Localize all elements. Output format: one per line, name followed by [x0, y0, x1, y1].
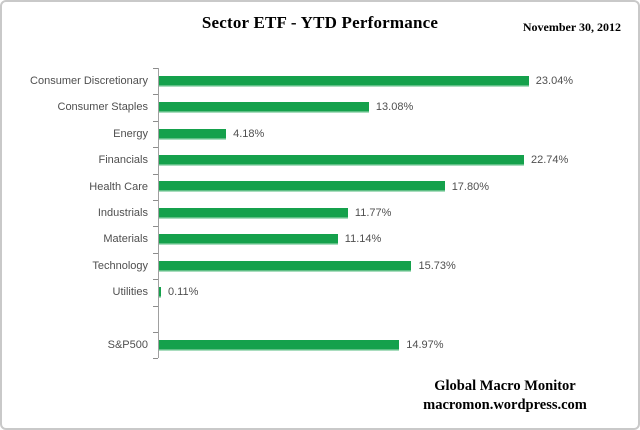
bar — [159, 128, 227, 140]
bar — [159, 75, 529, 87]
category-label: Consumer Staples — [57, 101, 149, 114]
axis-tick — [153, 94, 158, 96]
bar — [159, 181, 445, 193]
axis-tick — [153, 332, 158, 333]
value-label: 23.04% — [535, 75, 574, 87]
chart-title: Sector ETF - YTD Performance — [201, 13, 439, 32]
bar — [159, 234, 338, 246]
category-label: S&P500 — [107, 339, 148, 351]
value-label: 11.77% — [354, 207, 392, 219]
axis-tick — [153, 68, 158, 69]
bar — [159, 286, 161, 298]
axis-tick — [153, 200, 158, 201]
axis-tick — [153, 147, 158, 149]
footer-site-name: Global Macro Monitor — [434, 378, 576, 394]
bar — [159, 102, 369, 114]
axis-tick — [153, 358, 158, 360]
category-label: Consumer Discretionary — [30, 75, 148, 87]
category-label: Materials — [103, 233, 148, 246]
value-label: 14.97% — [406, 339, 444, 351]
footer-site-url: macromon.wordpress.com — [423, 397, 587, 413]
y-axis-line — [158, 68, 159, 359]
bar-chart: Consumer Discretionary 23.04% Consumer Sta… — [10, 68, 634, 360]
bar — [159, 260, 412, 272]
category-label: Health Care — [89, 180, 148, 193]
category-label: Energy — [113, 127, 148, 140]
axis-tick — [153, 173, 158, 175]
value-label: 11.14% — [344, 233, 382, 246]
axis-tick — [153, 252, 158, 254]
category-label: Utilities — [112, 286, 148, 299]
category-label: Technology — [92, 259, 148, 272]
category-label: Industrials — [97, 207, 148, 219]
axis-tick — [153, 305, 158, 307]
category-label: Financials — [98, 154, 148, 167]
value-label: 15.73% — [418, 259, 456, 272]
value-label: 22.74% — [530, 154, 569, 167]
bar — [159, 339, 400, 351]
axis-tick — [153, 226, 158, 228]
value-label: 13.08% — [375, 101, 414, 114]
value-label: 4.18% — [233, 127, 265, 140]
axis-tick — [153, 279, 158, 281]
footer-credit: Global Macro Monitor macromon.wordpress.… — [400, 377, 610, 415]
value-label: 0.11% — [168, 286, 199, 299]
axis-tick — [153, 120, 158, 122]
bar — [159, 207, 348, 219]
bar — [159, 154, 524, 166]
date-label: November 30, 2012 — [522, 20, 621, 34]
value-label: 17.80% — [451, 180, 489, 193]
